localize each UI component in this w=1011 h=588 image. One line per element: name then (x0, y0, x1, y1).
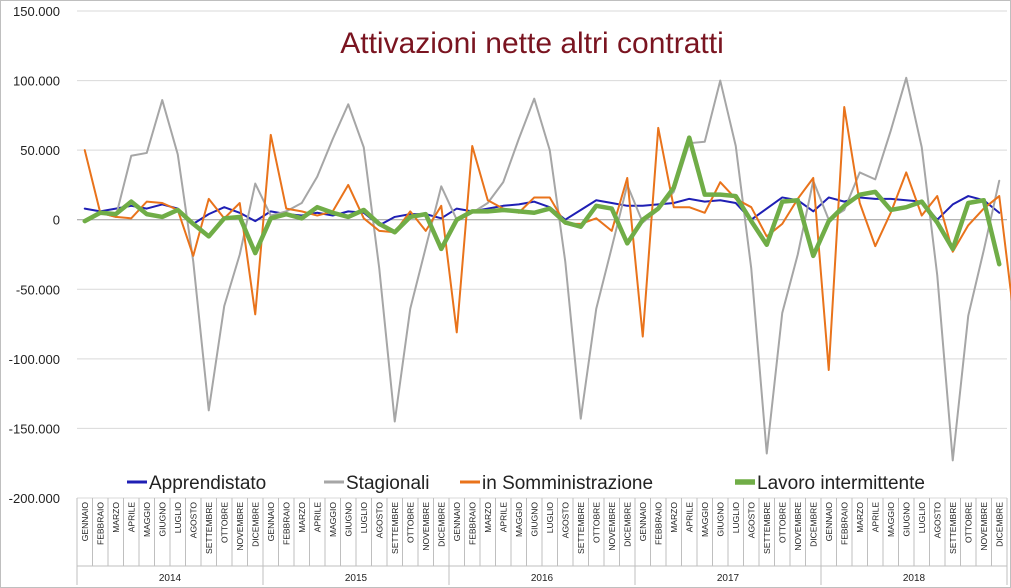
x-tick-label: GIUGNO (715, 502, 725, 537)
x-tick-label: APRILE (870, 502, 880, 533)
x-tick-label: NOVEMBRE (421, 502, 431, 551)
x-tick-label: DICEMBRE (250, 502, 260, 547)
y-axis: 150.000 100.000 50.000 0 -50.000 -100.000 -150… (9, 4, 60, 506)
x-tick-label: AGOSTO (932, 502, 942, 539)
legend-label: Apprendistato (149, 473, 266, 494)
x-tick-label: MAGGIO (142, 502, 152, 537)
x-tick-label: GENNAIO (638, 502, 648, 542)
x-tick-label: FEBBRAIO (95, 502, 105, 545)
x-tick-label: APRILE (498, 502, 508, 533)
series-lines (82, 76, 1011, 462)
x-tick-label: AGOSTO (746, 502, 756, 539)
x-tick-label: FEBBRAIO (281, 502, 291, 545)
legend-label: Lavoro intermittente (757, 473, 925, 494)
x-tick-label: GIUGNO (529, 502, 539, 537)
year-label: 2017 (717, 573, 740, 584)
x-tick-label: FEBBRAIO (653, 502, 663, 545)
series-line-3 (83, 106, 1011, 371)
x-tick-label: SETTEMBRE (762, 502, 772, 554)
x-tick-label: GENNAIO (266, 502, 276, 542)
x-tick-label: NOVEMBRE (607, 502, 617, 551)
legend-label: in Somministrazione (482, 473, 653, 494)
y-tick-label: 100.000 (13, 74, 60, 89)
x-tick-label: GENNAIO (824, 502, 834, 542)
x-axis: GENNAIO FEBBRAIO MARZO APRILE MAGGIO GIUGNO LU… (76, 498, 1008, 585)
x-tick-label: DICEMBRE (436, 502, 446, 547)
x-tick-label: LUGLIO (173, 502, 183, 534)
x-tick-label: NOVEMBRE (793, 502, 803, 551)
legend-label: Stagionali (346, 473, 429, 494)
x-tick-label: OTTOBRE (219, 502, 229, 543)
x-tick-label: GIUGNO (157, 502, 167, 537)
y-tick-label: -150.000 (9, 421, 60, 436)
year-label: 2018 (903, 573, 926, 584)
x-tick-label: NOVEMBRE (979, 502, 989, 551)
x-tick-label: FEBBRAIO (467, 502, 477, 545)
y-tick-label: -200.000 (9, 491, 60, 506)
x-tick-label: SETTEMBRE (576, 502, 586, 554)
x-tick-label: LUGLIO (359, 502, 369, 534)
x-tick-label: SETTEMBRE (390, 502, 400, 554)
x-tick-label: AGOSTO (188, 502, 198, 539)
x-tick-label: OTTOBRE (591, 502, 601, 543)
x-tick-label: GIUGNO (901, 502, 911, 537)
x-tick-label: MARZO (297, 502, 307, 533)
x-tick-label: APRILE (312, 502, 322, 533)
x-tick-label: AGOSTO (374, 502, 384, 539)
x-tick-label: SETTEMBRE (204, 502, 214, 554)
x-tick-label: DICEMBRE (622, 502, 632, 547)
x-tick-label: DICEMBRE (994, 502, 1004, 547)
y-tick-label: 0 (53, 213, 60, 228)
x-tick-label: MARZO (669, 502, 679, 533)
y-tick-label: -100.000 (9, 352, 60, 367)
y-tick-label: 50.000 (20, 143, 60, 158)
x-tick-label: AGOSTO (560, 502, 570, 539)
y-tick-label: -50.000 (16, 282, 60, 297)
x-tick-label: GIUGNO (343, 502, 353, 537)
x-tick-label: LUGLIO (917, 502, 927, 534)
x-tick-label: FEBBRAIO (839, 502, 849, 545)
x-tick-label: APRILE (126, 502, 136, 533)
x-tick-label: GENNAIO (80, 502, 90, 542)
x-tick-label: OTTOBRE (405, 502, 415, 543)
x-tick-label: OTTOBRE (963, 502, 973, 543)
x-tick-label: NOVEMBRE (235, 502, 245, 551)
x-tick-label: MAGGIO (328, 502, 338, 537)
year-label: 2015 (345, 573, 368, 584)
x-tick-label: MAGGIO (886, 502, 896, 537)
x-tick-label: MAGGIO (700, 502, 710, 537)
x-tick-label: LUGLIO (545, 502, 555, 534)
series-line-4 (82, 135, 1002, 267)
year-label: 2016 (531, 573, 554, 584)
series-line-1 (83, 195, 1001, 227)
x-tick-label: MARZO (483, 502, 493, 533)
x-tick-label: MARZO (855, 502, 865, 533)
x-tick-label: LUGLIO (731, 502, 741, 534)
legend: Apprendistato Stagionali in Somministrazio… (127, 473, 925, 494)
chart-title: Attivazioni nette altri contratti (340, 27, 724, 60)
x-tick-label: OTTOBRE (777, 502, 787, 543)
x-tick-label: MARZO (111, 502, 121, 533)
x-tick-label: APRILE (684, 502, 694, 533)
y-tick-label: 150.000 (13, 4, 60, 19)
x-tick-label: GENNAIO (452, 502, 462, 542)
x-tick-label: MAGGIO (514, 502, 524, 537)
x-tick-label: SETTEMBRE (948, 502, 958, 554)
x-tick-label: DICEMBRE (808, 502, 818, 547)
year-label: 2014 (159, 573, 182, 584)
